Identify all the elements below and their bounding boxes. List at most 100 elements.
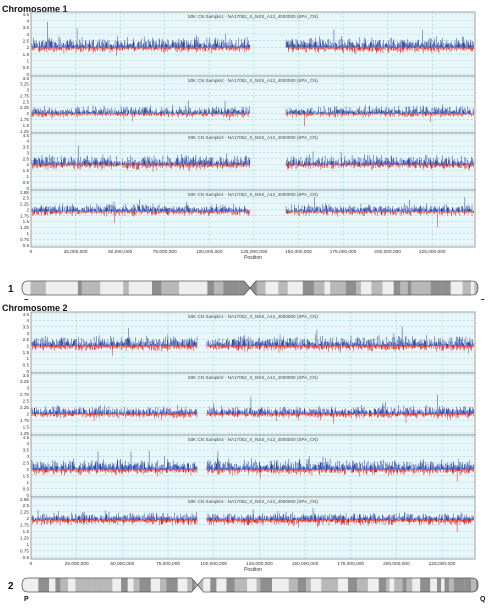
- ideogram-band: [216, 578, 227, 592]
- chromosome-2-title: Chromosome 2: [2, 303, 68, 313]
- y-tick-label: 2: [26, 111, 29, 116]
- ideogram-band: [310, 578, 322, 592]
- copy-number-gain-trace: [31, 145, 474, 165]
- ideogram-band: [321, 578, 333, 592]
- y-tick-label: 1.75: [20, 117, 29, 122]
- y-tick-label: 1.25: [20, 535, 29, 540]
- x-axis-label: Position: [244, 567, 262, 573]
- ideogram-band: [393, 281, 401, 295]
- x-tick-label: 100,000,000: [196, 249, 223, 255]
- ideogram-band: [70, 281, 78, 295]
- y-tick-label: 3: [26, 32, 29, 37]
- y-tick-label: 3.5: [23, 76, 30, 81]
- y-tick-label: 0.5: [23, 555, 30, 560]
- y-tick-label: 2.5: [23, 461, 30, 466]
- y-tick-label: 3: [26, 88, 29, 93]
- ideogram-band: [471, 578, 477, 592]
- x-tick-label: 0: [30, 561, 33, 567]
- y-tick-label: 1.5: [23, 529, 30, 534]
- ideogram-band: [449, 578, 454, 592]
- copy-number-loss-trace: [31, 211, 474, 228]
- x-tick-label: 0: [30, 249, 33, 255]
- ideogram-band: [287, 281, 298, 295]
- panel-background: [30, 372, 476, 436]
- ideogram-band: [297, 281, 303, 295]
- chromosome-ideogram: [21, 280, 479, 296]
- arm-q-label: Q: [480, 299, 486, 300]
- ideogram-band: [470, 281, 475, 295]
- y-tick-label: 2.5: [23, 196, 30, 201]
- ideogram-band: [198, 281, 208, 295]
- y-tick-label: 3: [26, 386, 29, 391]
- y-tick-label: 2.5: [23, 399, 30, 404]
- ideogram-band: [288, 578, 298, 592]
- y-tick-label: 0.75: [20, 548, 29, 553]
- ideogram-band: [364, 281, 372, 295]
- ideogram-band: [297, 578, 307, 592]
- ideogram-band: [453, 578, 465, 592]
- y-tick-label: 1: [26, 174, 29, 179]
- y-tick-label: 1.5: [23, 350, 30, 355]
- copy-number-loss-trace: [31, 113, 474, 127]
- y-tick-label: 3.5: [23, 25, 30, 30]
- ideogram-band: [81, 281, 92, 295]
- y-tick-label: 3: [26, 454, 29, 459]
- chromosome-ideogram: [21, 577, 479, 593]
- ideogram-band: [207, 281, 215, 295]
- ideogram-band: [400, 281, 408, 295]
- ideogram-band: [30, 281, 42, 295]
- ideogram-band: [256, 281, 266, 295]
- ideogram-band: [421, 281, 431, 295]
- y-tick-label: 3.5: [23, 145, 30, 150]
- y-tick-label: 0: [26, 186, 29, 191]
- ideogram-band: [203, 578, 211, 592]
- ideogram-band: [214, 281, 224, 295]
- ideogram-band: [41, 281, 46, 295]
- y-tick-label: 4.5: [23, 133, 30, 138]
- y-tick-label: 1: [26, 542, 29, 547]
- ideogram-band: [386, 578, 390, 592]
- cn-panel: 3.53.25 32.75 2.52.252 1.751.5 1.25 50K CN Sa…: [20, 372, 476, 436]
- ideogram-band: [195, 578, 199, 592]
- ideogram-band: [22, 281, 31, 295]
- panel-background: [30, 75, 476, 134]
- panel-series-name: 50K CN Sample1 - NA17052_X_NSS_A12_40000…: [188, 314, 318, 319]
- ideogram-band: [150, 578, 161, 592]
- ideogram-band: [128, 281, 139, 295]
- ideogram-number: 1: [8, 284, 14, 295]
- ideogram-band: [123, 281, 129, 295]
- ideogram-outline: [21, 577, 479, 593]
- ideogram-band: [234, 281, 240, 295]
- y-tick-label: 3.5: [23, 373, 30, 378]
- y-tick-label: 1.75: [20, 523, 29, 528]
- ideogram-band: [198, 578, 204, 592]
- y-tick-label: 1.25: [20, 129, 29, 134]
- y-tick-label: 1.25: [20, 225, 29, 230]
- y-tick-label: 0: [26, 493, 29, 498]
- ideogram-band: [179, 281, 187, 295]
- copy-number-gain-trace: [31, 507, 474, 520]
- ideogram-band: [278, 281, 288, 295]
- ideogram-band: [239, 281, 246, 295]
- panel-series-name: 50K CN Sample2 - NA17052_X_NSS_A12_40000…: [188, 78, 318, 83]
- ideogram-band: [103, 578, 113, 592]
- ideogram-band: [411, 281, 422, 295]
- ideogram-band: [247, 578, 257, 592]
- ideogram-band: [139, 578, 151, 592]
- x-tick-label: 125,000,000: [246, 561, 273, 567]
- ideogram-band: [371, 281, 383, 295]
- ideogram-band: [121, 578, 128, 592]
- ideogram-band: [77, 281, 82, 295]
- x-tick-label: 50,000,000: [110, 561, 134, 567]
- ideogram-band: [356, 281, 361, 295]
- y-tick-label: 2: [26, 162, 29, 167]
- y-tick-label: 3.25: [20, 379, 29, 384]
- ideogram-band: [348, 578, 358, 592]
- ideogram-band: [245, 281, 257, 295]
- ideogram-band: [314, 281, 325, 295]
- cn-panel: 2.852.5 2.252 1.751.51.25 10.75 0.5 50K CN Sa…: [20, 496, 476, 560]
